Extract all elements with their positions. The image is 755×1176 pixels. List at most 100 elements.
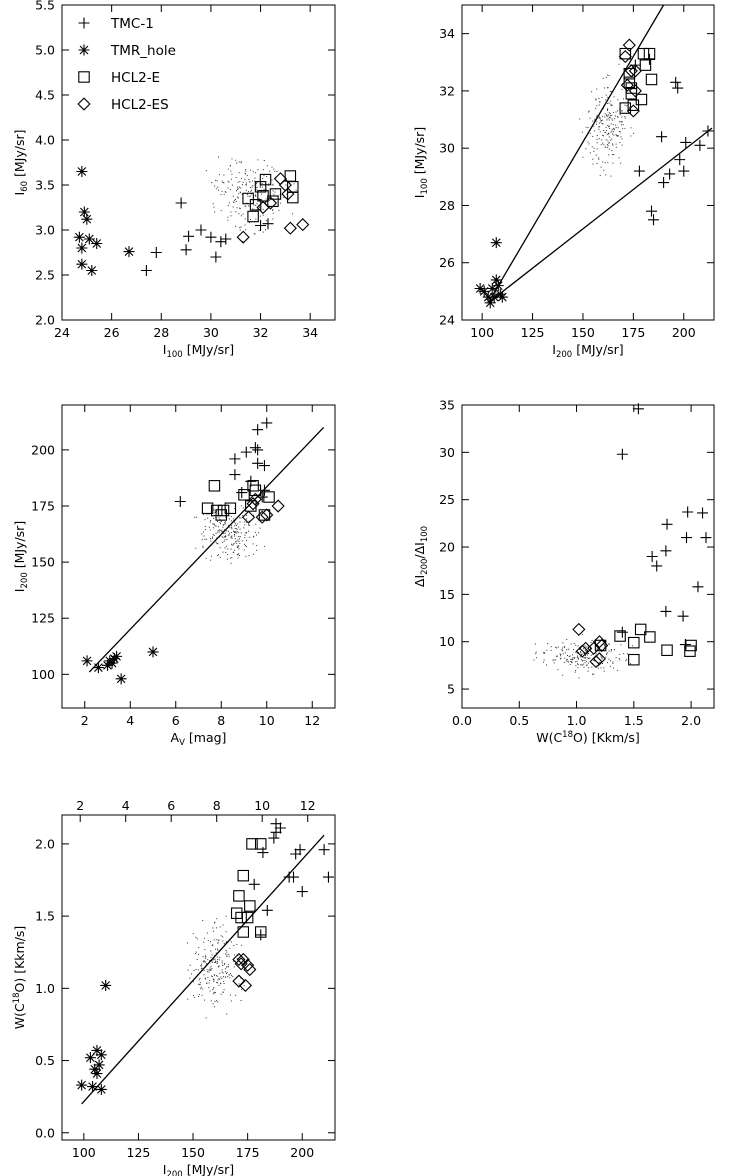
marker-square [237,926,250,938]
marker-plus [175,197,187,209]
background-dot [562,650,564,652]
y-tick-label: 1.5 [35,909,55,924]
background-dot [614,115,616,117]
background-dot [196,938,198,940]
background-dot [256,534,258,536]
background-dot [585,646,587,648]
background-dot [576,652,578,654]
background-dot [543,661,545,663]
background-dot [228,953,230,955]
marker-diamond [592,635,607,649]
background-dot [577,645,579,647]
background-dot [584,662,586,664]
background-dot [233,542,235,544]
background-dot [579,648,581,650]
background-dot [543,652,545,654]
background-dot [202,920,204,922]
marker-plus [252,457,264,469]
x-tick-label: 1.0 [567,713,587,728]
background-dot [250,191,252,193]
y-axis-label: I60 [MJy/sr] [12,130,30,196]
background-dot [625,660,627,662]
background-dot [590,647,592,649]
background-dot [221,962,223,964]
marker-diamond [575,644,589,658]
background-dot [594,130,596,132]
marker-plus [633,165,645,177]
background-dot [579,118,581,120]
background-dot [252,180,254,182]
background-dot [213,979,215,981]
background-dot [594,119,596,121]
background-dot [241,540,243,542]
background-dot [598,128,600,130]
background-dot [598,97,600,99]
background-dot [204,955,206,957]
background-dot [204,529,206,531]
background-dot [578,658,580,660]
background-dot [198,994,200,996]
marker-square [628,653,640,666]
series-tmr-hole [76,979,112,1095]
background-dot [244,172,246,174]
background-dot [240,505,242,507]
background-dot [207,939,209,941]
background-dot [605,94,607,96]
background-dot [596,148,598,150]
background-dot [203,941,205,943]
background-dot [593,660,595,662]
legend-marker-square [78,71,90,83]
background-dot [597,667,599,669]
background-dot [578,677,580,679]
y-tick-label: 150 [31,555,55,570]
background-dot [237,557,239,559]
background-dot [598,104,600,106]
background-dot [599,122,601,124]
background-dot [231,525,233,527]
marker-plus [692,581,704,593]
marker-square [645,73,658,86]
background-dot [257,169,259,171]
background-dot [246,532,248,534]
background-dot [214,185,216,187]
background-dot [240,226,242,228]
background-dot [589,117,591,119]
x-tick-label: 0.0 [452,713,472,728]
background-dot [603,144,605,146]
x-tick-label: 150 [571,325,595,340]
marker-diamond [241,958,255,972]
plot-frame [461,4,715,321]
background-dot [245,545,247,547]
background-dot [245,182,247,184]
background-dot [198,996,200,998]
background-dot [630,135,632,137]
marker-diamond [618,49,632,64]
marker-asterisk [147,646,159,658]
marker-square [614,630,626,642]
background-dot [593,150,595,152]
background-dot [608,102,610,104]
background-dot [596,142,598,144]
marker-asterisk [115,673,127,685]
background-dot [261,183,263,185]
background-dot [605,139,607,141]
x-tick-label: 150 [181,1145,205,1160]
background-dot [607,109,609,111]
background-dot [621,138,623,140]
background-dot [577,657,579,659]
background-dot [236,958,238,960]
background-dot [609,665,611,667]
background-dot [245,189,247,191]
y-tick-label: 0.5 [35,1053,55,1068]
background-dot [201,967,203,969]
series-hcl2-e [594,623,697,666]
background-dot [608,126,610,128]
background-dot [229,947,231,949]
background-dot [200,986,202,988]
background-dot [618,657,620,659]
background-dot [609,127,611,129]
y-axis-label: I100 [MJy/sr] [412,127,430,198]
background-dot [201,533,203,535]
background-dot [226,951,228,953]
background-dot [214,961,216,963]
